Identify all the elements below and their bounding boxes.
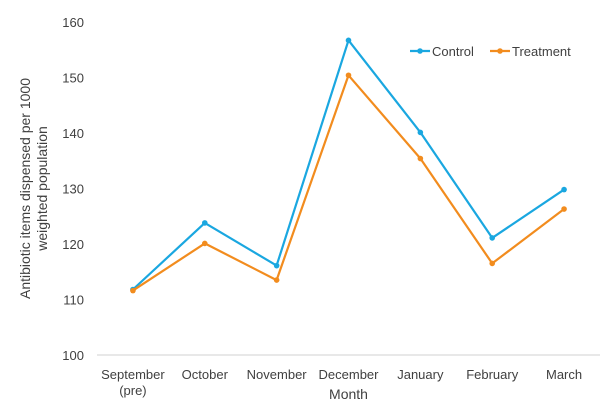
data-point-treatment — [201, 240, 208, 247]
x-tick-label: January — [397, 367, 444, 382]
y-tick-label: 120 — [62, 237, 84, 252]
y-tick-label: 100 — [62, 348, 84, 363]
x-tick-label: December — [319, 367, 380, 382]
x-tick-label: February — [466, 367, 519, 382]
legend: Control Treatment — [410, 44, 571, 59]
legend-marker-control — [417, 48, 423, 54]
y-axis-title: Antibiotic items dispensed per 1000 weigh… — [17, 78, 50, 299]
data-point-treatment — [417, 155, 424, 162]
y-tick-label: 160 — [62, 15, 84, 30]
legend-marker-treatment — [497, 48, 503, 54]
y-tick-label: 140 — [62, 126, 84, 141]
series-group — [130, 37, 567, 294]
x-tick-label: September — [101, 367, 165, 382]
y-axis-title-line: Antibiotic items dispensed per 1000 — [17, 78, 33, 299]
legend-label-treatment: Treatment — [512, 44, 571, 59]
data-point-control — [417, 129, 424, 136]
data-point-treatment — [489, 260, 496, 267]
legend-label-control: Control — [432, 44, 474, 59]
y-axis-ticks: 100 110 120 130 140 150 160 — [62, 15, 84, 363]
x-tick-label: March — [546, 367, 582, 382]
x-axis-ticks: September(pre) October November December Jan… — [101, 367, 582, 398]
y-axis-title-line: weighted population — [34, 126, 50, 252]
data-point-control — [201, 220, 208, 226]
data-point-control — [345, 37, 352, 44]
y-tick-label: 110 — [63, 293, 84, 308]
data-point-treatment — [130, 287, 136, 294]
x-tick-label: November — [247, 367, 308, 382]
data-point-control — [561, 186, 567, 193]
x-tick-label: (pre) — [119, 383, 146, 398]
y-tick-label: 150 — [62, 71, 84, 86]
data-point-control — [273, 262, 280, 269]
y-tick-label: 130 — [62, 182, 84, 197]
data-point-control — [489, 235, 496, 241]
data-point-treatment — [561, 206, 567, 212]
x-axis-title: Month — [329, 386, 368, 402]
data-point-treatment — [345, 72, 352, 79]
data-point-treatment — [273, 277, 280, 283]
x-tick-label: October — [182, 367, 229, 382]
series-line-treatment — [131, 74, 566, 292]
